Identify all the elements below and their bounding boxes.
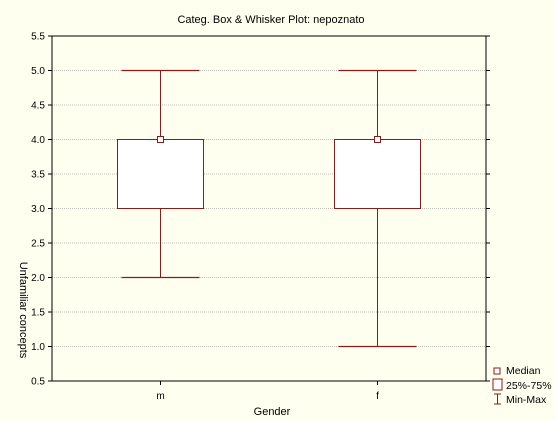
iqr-box — [334, 139, 421, 209]
legend-median-label: Median — [506, 365, 541, 377]
y-tick-label: 0.5 — [31, 377, 45, 388]
box-f — [334, 69, 421, 348]
y-tick-label: 3.0 — [31, 204, 45, 215]
legend-box-icon — [492, 378, 503, 391]
y-tick-label: 1.5 — [31, 308, 45, 319]
chart-title: Categ. Box & Whisker Plot: nepoznato — [177, 14, 364, 26]
x-tick-label: m — [156, 391, 164, 402]
y-tick-label: 2.0 — [31, 273, 45, 284]
median-marker — [157, 136, 164, 143]
x-axis-label: Gender — [254, 406, 291, 418]
median-marker — [374, 136, 381, 143]
plot-area: 0.5 1.0 1.5 2.0 2.5 3.0 3.5 4.0 4.5 5.0 5.5 m f — [31, 32, 490, 402]
legend: Median 25%-75% Min-Max — [492, 365, 552, 406]
y-tick-label: 5.5 — [31, 32, 45, 43]
legend-median-icon — [493, 367, 501, 375]
y-tick-label: 1.0 — [31, 342, 45, 353]
y-tick-label: 3.5 — [31, 170, 45, 181]
y-axis-label: Unfamiliar concepts — [17, 262, 29, 359]
legend-box-label: 25%-75% — [506, 380, 552, 392]
y-tick-label: 4.5 — [31, 101, 45, 112]
box-m — [117, 69, 204, 279]
legend-whisker-label: Min-Max — [506, 394, 547, 406]
y-tick-label: 5.0 — [31, 66, 45, 77]
iqr-box — [117, 139, 204, 209]
y-tick-label: 2.5 — [31, 239, 45, 250]
plot-frame — [51, 35, 487, 382]
y-tick-label: 4.0 — [31, 135, 45, 146]
x-tick-label: f — [376, 391, 379, 402]
